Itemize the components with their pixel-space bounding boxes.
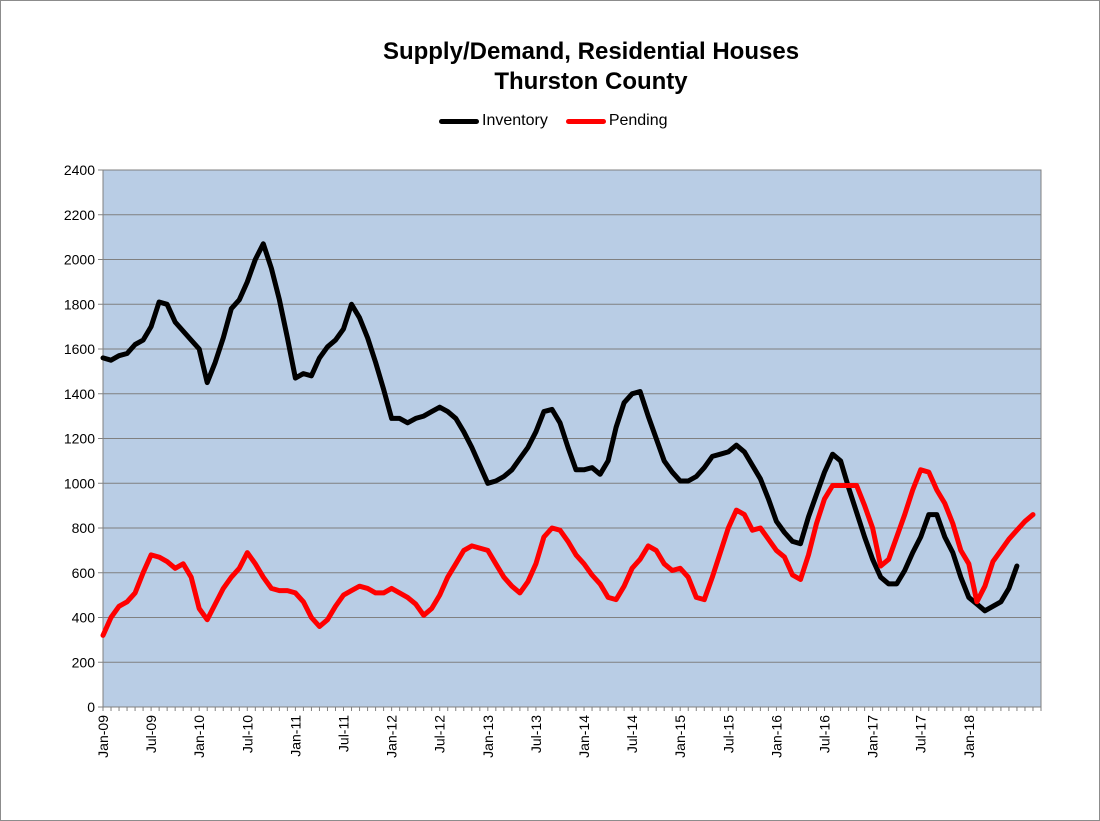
x-tick-label: Jan-10 [191,715,207,758]
y-tick-label: 1200 [64,431,95,447]
x-tick-label: Jul-10 [239,715,255,753]
legend-label-inventory: Inventory [482,112,548,129]
x-tick-label: Jan-09 [95,715,111,758]
x-tick-label: Jul-11 [336,715,352,752]
x-tick-label: Jul-15 [720,715,736,753]
y-tick-label: 1400 [64,386,95,402]
y-tick-label: 2000 [64,252,95,268]
series-line-pending [100,467,1036,638]
y-tick-label: 1800 [64,296,95,312]
series-line-inventory [100,241,1020,614]
x-tick-label: Jan-13 [480,715,496,758]
chart-title: Supply/Demand, Residential Houses Thurst… [1,37,1100,97]
y-tick-label: 800 [72,520,96,536]
y-tick-label: 0 [87,699,95,715]
legend-swatch-pending [565,118,606,124]
x-tick-label: Jan-16 [768,715,784,758]
chart-title-line-1: Supply/Demand, Residential Houses [382,38,800,65]
x-tick-label: Jul-13 [528,715,544,753]
x-tick-label: Jul-16 [817,715,833,753]
x-tick-label: Jan-17 [865,715,881,758]
x-tick-label: Jan-11 [287,715,303,757]
x-tick-label: Jan-15 [672,715,688,758]
x-tick-label: Jul-14 [624,715,640,753]
legend-label-pending: Pending [608,112,668,129]
x-tick-label: Jul-09 [143,715,159,753]
y-tick-label: 400 [72,610,96,626]
y-tick-label: 2200 [64,207,95,223]
x-tick-label: Jul-12 [432,715,448,753]
chart-legend: Inventory Pending [439,112,686,130]
x-tick-label: Jan-12 [384,715,400,758]
chart-title-line-2: Thurston County [494,68,688,95]
x-tick-label: Jul-17 [913,715,929,753]
y-tick-label: 200 [72,654,96,670]
y-tick-label: 1000 [64,475,95,491]
y-tick-label: 600 [72,565,96,581]
y-tick-label: 1600 [64,341,95,357]
x-tick-label: Jan-14 [576,715,592,758]
x-tick-label: Jan-18 [961,715,977,758]
legend-swatch-inventory [439,118,479,124]
legend-item-inventory: Inventory [439,112,548,130]
legend-item-pending: Pending [565,112,668,130]
y-tick-label: 2400 [64,162,95,178]
